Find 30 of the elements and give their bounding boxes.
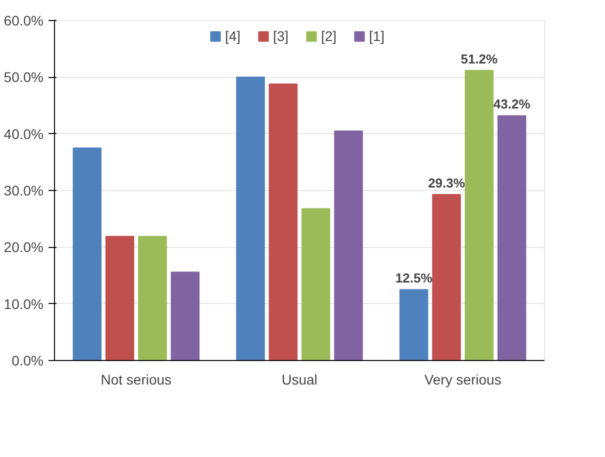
data-label: 51.2% [460,51,498,66]
legend-label: [3] [273,28,290,44]
x-tick-label: Very serious [424,372,502,388]
bar [334,130,363,360]
y-tick-label: 40.0% [4,126,44,142]
bar [497,115,526,360]
y-tick-label: 60.0% [4,12,44,28]
legend-label: [1] [369,28,386,44]
y-tick-label: 50.0% [4,69,44,86]
y-tick-label: 30.0% [4,182,44,198]
bar [170,272,200,360]
legend-label: [2] [321,28,338,44]
bar [236,76,265,360]
bar [72,148,102,360]
bar [138,236,167,360]
y-tick-label: 10.0% [4,296,44,312]
bar [464,70,494,360]
data-label: 29.3% [428,175,466,190]
bar [432,194,461,360]
bar [268,83,298,360]
legend-label: [4] [225,28,242,44]
x-tick-label: Not serious [100,372,172,388]
data-label: 12.5% [395,270,433,286]
bar [399,289,428,360]
data-label: 43.2% [493,96,531,112]
bar [301,208,330,360]
x-tick-label: Usual [282,372,318,388]
y-tick-label: 20.0% [4,239,44,256]
bar [105,236,134,360]
y-tick-label: 0.0% [12,352,44,368]
